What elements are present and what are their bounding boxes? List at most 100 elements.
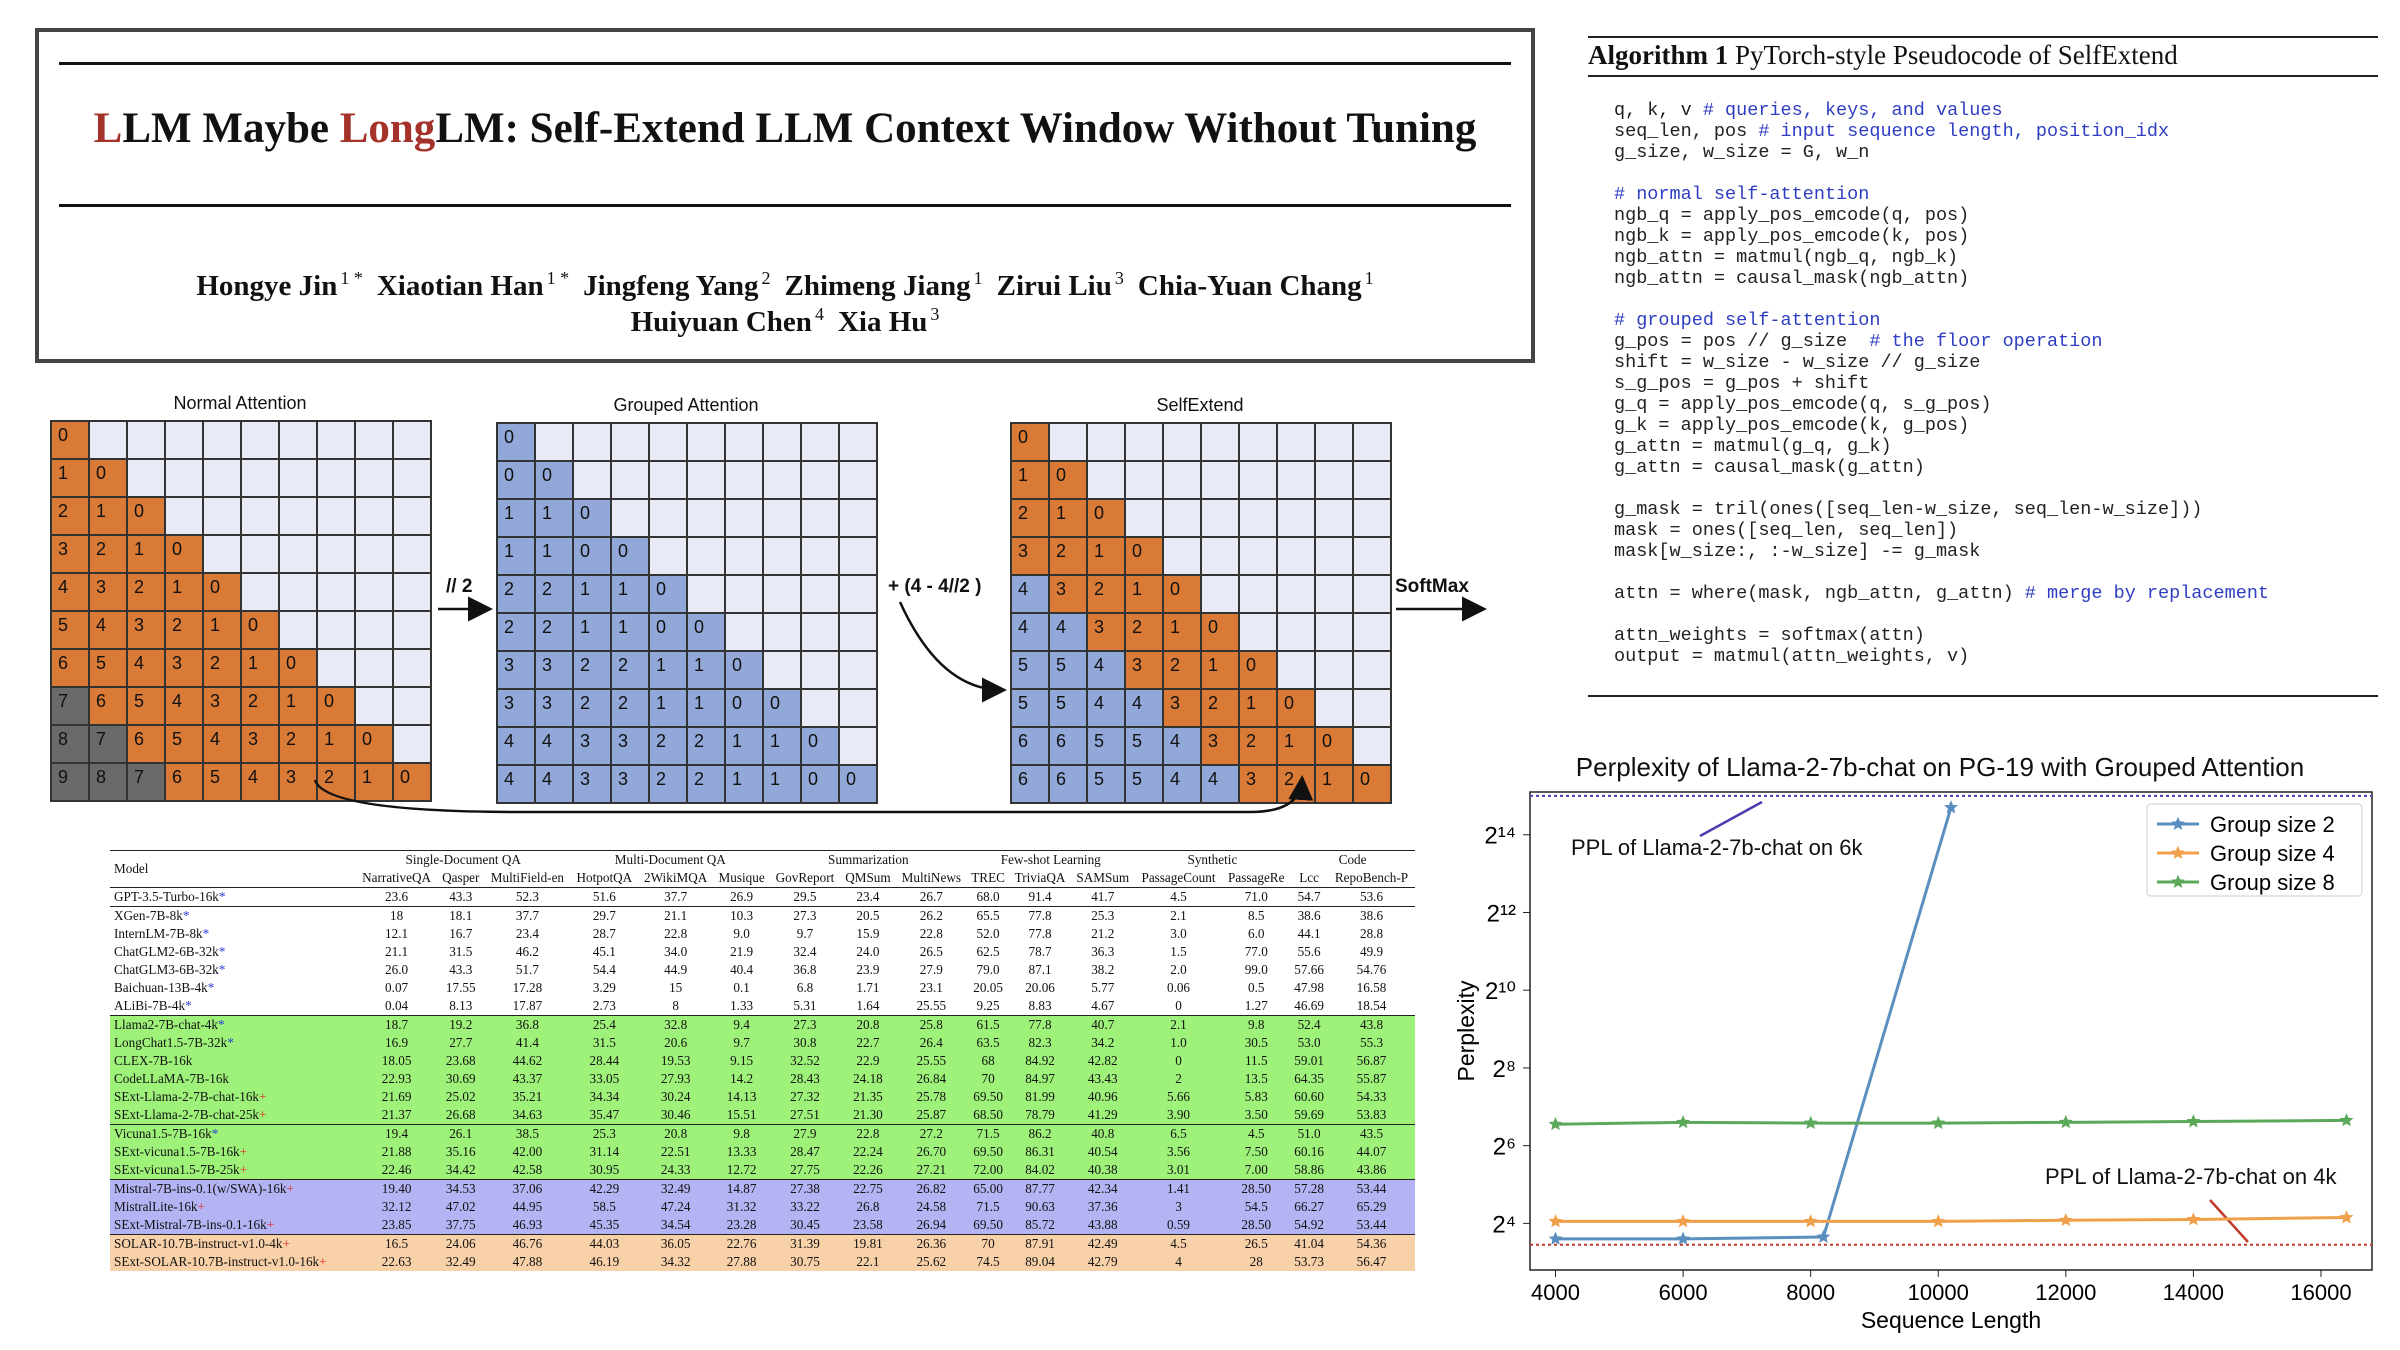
column-group-header: Single-Document QA xyxy=(355,850,571,869)
table-cell: 40.54 xyxy=(1087,1144,1118,1159)
matrix-cell-empty xyxy=(1125,423,1163,461)
matrix-cell-empty xyxy=(279,611,317,649)
table-cell: 86.31 xyxy=(1025,1144,1055,1159)
matrix-cell: 2 xyxy=(203,649,241,687)
matrix-cell-empty xyxy=(355,497,393,535)
model-name: SExt-Llama-2-7B-chat-25k+ xyxy=(110,1106,356,1125)
table-cell: 55.6 xyxy=(1297,944,1321,959)
matrix-cell: 5 xyxy=(1087,765,1125,803)
table-cell: 12.1 xyxy=(385,926,409,941)
matrix-cell: 7 xyxy=(51,687,89,725)
matrix-cell: 4 xyxy=(51,573,89,611)
table-cell: 46.93 xyxy=(512,1217,543,1232)
matrix-cell-empty xyxy=(1315,651,1353,689)
matrix-cell-empty xyxy=(355,611,393,649)
table-cell: 20.8 xyxy=(840,1015,896,1034)
model-mark: + xyxy=(259,1107,267,1122)
matrix-cell: 3 xyxy=(1049,575,1087,613)
reference-label: PPL of Llama-2-7b-chat on 6k xyxy=(1571,835,1863,860)
table-cell: 43.86 xyxy=(1356,1162,1387,1177)
table-cell: 27.3 xyxy=(769,906,841,925)
table-cell: 56.87 xyxy=(1356,1053,1387,1068)
column-header: QMSum xyxy=(840,869,896,888)
table-cell: 38.5 xyxy=(483,1124,571,1143)
table-cell: 71.5 xyxy=(976,1199,1000,1214)
table-cell: 65.5 xyxy=(966,906,1010,925)
data-point xyxy=(2058,1115,2073,1129)
code-line: # normal self-attention xyxy=(1614,184,1869,205)
model-name: ChatGLM2-6B-32k* xyxy=(110,943,356,961)
table-cell: 27.7 xyxy=(449,1035,473,1050)
matrix-cell-empty xyxy=(1353,613,1391,651)
matrix-cell-empty xyxy=(725,537,763,575)
table-cell: 1.27 xyxy=(1244,998,1268,1013)
matrix-cell-empty xyxy=(1239,423,1277,461)
table-cell: 37.7 xyxy=(637,887,714,907)
matrix-cell: 1 xyxy=(51,459,89,497)
table-cell: 31.5 xyxy=(449,944,473,959)
table-cell: 41.29 xyxy=(1087,1107,1118,1122)
table-cell: 60.60 xyxy=(1294,1089,1324,1104)
table-cell: 25.3 xyxy=(1070,906,1135,925)
code-text: shift = w_size - w_size // g_size xyxy=(1614,352,1981,373)
matrix-cell-empty xyxy=(611,423,649,461)
model-name-text: Baichuan-13B-4k xyxy=(114,980,208,995)
matrix-cell-empty xyxy=(725,613,763,651)
matrix-cell-empty xyxy=(165,497,203,535)
table-cell: 54.33 xyxy=(1356,1089,1387,1104)
matrix-cell-empty xyxy=(801,575,839,613)
table-cell: 5.66 xyxy=(1166,1089,1191,1104)
model-name-text: ChatGLM3-6B-32k xyxy=(114,962,219,977)
matrix-cell-empty xyxy=(573,423,611,461)
table-cell: 38.6 xyxy=(1328,906,1415,925)
table-cell: 25.8 xyxy=(895,1015,967,1034)
matrix-cell-empty xyxy=(127,421,165,459)
table-cell: 25.55 xyxy=(916,998,947,1013)
data-point xyxy=(1944,800,1958,814)
table-cell: 26.70 xyxy=(916,1144,947,1159)
matrix-cell-empty xyxy=(611,499,649,537)
matrix-cell: 3 xyxy=(127,611,165,649)
model-name: Mistral-7B-ins-0.1(w/SWA)-16k+ xyxy=(110,1179,356,1198)
table-cell: 70 xyxy=(966,1234,1010,1253)
data-point xyxy=(2186,1114,2201,1128)
model-name-text: InternLM-7B-8k xyxy=(114,926,203,941)
matrix-cell: 1 xyxy=(573,575,611,613)
table-cell: 28.8 xyxy=(1359,926,1384,941)
matrix-cell-empty xyxy=(1087,461,1125,499)
table-cell: 57.66 xyxy=(1294,962,1324,977)
matrix-cell-empty xyxy=(801,423,839,461)
table-cell: 52.0 xyxy=(976,926,1000,941)
model-name-text: SExt-Llama-2-7B-chat-16k xyxy=(114,1089,260,1104)
chart-title: Perplexity of Llama-2-7b-chat on PG-19 w… xyxy=(1575,752,2305,782)
matrix-cell: 6 xyxy=(1049,765,1087,803)
matrix-cell: 5 xyxy=(1125,765,1163,803)
matrix-cell-empty xyxy=(279,497,317,535)
algorithm-bottom-rule xyxy=(1588,695,2378,697)
model-name-text: CodeLLaMA-7B-16k xyxy=(114,1071,230,1086)
matrix-cell: 0 xyxy=(1239,651,1277,689)
matrix-cell-empty xyxy=(279,573,317,611)
matrix-cell-empty xyxy=(355,687,393,725)
code-text: q, k, v xyxy=(1614,100,1703,121)
matrix-cell: 2 xyxy=(497,613,535,651)
code-line: q, k, v # queries, keys, and values xyxy=(1614,100,2003,121)
matrix-cell: 1 xyxy=(165,573,203,611)
table-cell: 3.50 xyxy=(1244,1107,1268,1122)
table-cell: 2.1 xyxy=(1134,906,1223,925)
y-tick-label: 2⁴ xyxy=(1492,1211,1516,1238)
matrix-cell: 5 xyxy=(1125,727,1163,765)
table-cell: 8.5 xyxy=(1222,906,1291,925)
table-cell: 26.9 xyxy=(713,887,770,907)
matrix-cell: 1 xyxy=(317,725,355,763)
matrix-cell: 6 xyxy=(51,649,89,687)
table-cell: 58.5 xyxy=(592,1199,616,1214)
model-mark: + xyxy=(239,1162,248,1177)
x-tick-label: 4000 xyxy=(1531,1280,1580,1305)
table-cell: 32.12 xyxy=(381,1199,412,1214)
table-cell: 31.14 xyxy=(589,1144,620,1159)
author-affiliation: 1 * xyxy=(546,268,570,288)
code-text: g_attn = causal_mask(g_attn) xyxy=(1614,457,1925,478)
table-cell: 22.8 xyxy=(840,1124,896,1143)
